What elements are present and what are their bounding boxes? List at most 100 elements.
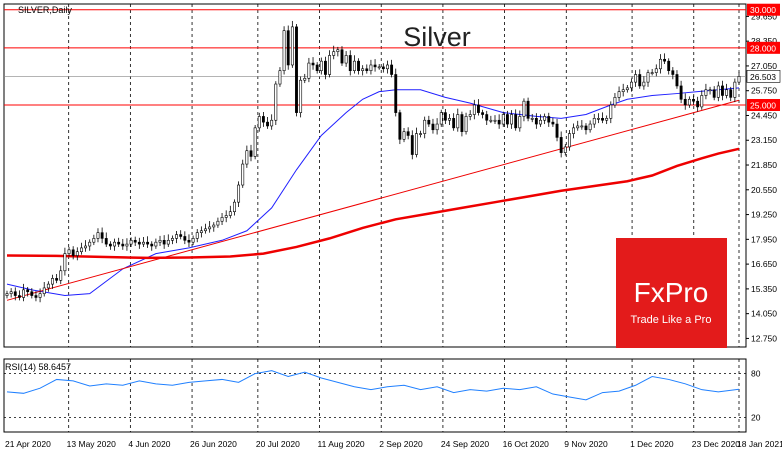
candle-body [336, 49, 340, 52]
y-tick-label: 12.750 [751, 333, 777, 343]
candle-body [505, 114, 509, 125]
candle-body [154, 241, 158, 247]
candle-body [34, 295, 38, 298]
x-tick-label: 16 Oct 2020 [503, 439, 550, 449]
candle-body [274, 83, 278, 121]
candle-body [398, 112, 402, 140]
candle-body [497, 119, 501, 125]
candle-body [522, 100, 526, 117]
candle-body [580, 125, 584, 128]
candle-body [663, 58, 666, 62]
candle-body [142, 241, 145, 245]
candle-body [237, 184, 241, 203]
candle-body [658, 58, 662, 70]
rsi-level-label: 20 [751, 412, 761, 422]
candle-body [468, 114, 472, 117]
level-badge [747, 41, 780, 54]
candle-body [568, 133, 571, 148]
candle-body [315, 64, 319, 71]
candle-body [477, 104, 480, 113]
candle-body [737, 76, 741, 83]
candle-body [638, 74, 642, 87]
candle-body [692, 98, 695, 102]
level-label: 30.000 [750, 5, 776, 15]
candle-body [257, 116, 261, 129]
candle-body [725, 89, 729, 96]
candle-body [38, 293, 42, 298]
level-label: 25.000 [750, 100, 776, 110]
candle-body [572, 127, 576, 134]
candle-body [596, 118, 600, 120]
candle-body [489, 119, 493, 122]
candle-body [324, 60, 327, 75]
candle-body [125, 243, 129, 247]
candle-body [650, 72, 654, 74]
overlay-line [6, 99, 740, 301]
candle-body [352, 60, 356, 71]
candle-body [386, 64, 389, 70]
candle-body [113, 241, 116, 247]
y-tick-label: 16.650 [751, 259, 777, 269]
candle-body [17, 295, 21, 298]
candle-body [295, 26, 298, 113]
candle-body [390, 64, 394, 75]
candle-body [708, 89, 712, 92]
candle-body [175, 234, 178, 239]
candle-body [539, 119, 542, 125]
candle-body [253, 127, 257, 157]
candle-body [146, 241, 150, 245]
candle-body [530, 118, 534, 120]
candle-body [88, 241, 92, 247]
candle-body [179, 234, 183, 237]
candle-body [121, 243, 125, 247]
candle-body [133, 239, 137, 243]
x-tick-label: 4 Jun 2020 [128, 439, 170, 449]
candle-body [501, 114, 505, 125]
candle-body [419, 133, 422, 135]
candle-body [199, 230, 203, 233]
candle-body [630, 81, 633, 89]
candle-body [96, 232, 100, 239]
candle-body [423, 119, 427, 134]
candle-body [311, 62, 315, 66]
candle-body [414, 133, 418, 155]
candle-body [518, 116, 522, 129]
candle-body [195, 232, 199, 239]
logo-tagline: Trade Like a Pro [631, 314, 712, 326]
rsi-panel: 80 20 [3, 358, 761, 433]
candle-body [166, 239, 170, 245]
rsi-line [6, 370, 740, 401]
level-label: 28.000 [750, 43, 776, 53]
x-tick-label: 9 Nov 2020 [564, 439, 608, 449]
candle-body [212, 224, 216, 228]
candle-body [431, 123, 435, 131]
candle-body [30, 291, 34, 296]
candle-body [328, 55, 332, 75]
candle-body [26, 289, 30, 293]
candle-body [158, 239, 162, 243]
candle-body [270, 119, 274, 127]
candle-body [357, 60, 360, 71]
candle-body [605, 118, 609, 121]
candle-body [547, 116, 551, 123]
candle-body [381, 66, 385, 70]
candle-body [75, 251, 79, 256]
main-frame [3, 3, 747, 348]
candle-body [266, 121, 269, 127]
x-tick-label: 21 Apr 2020 [5, 439, 51, 449]
candle-body [369, 64, 373, 71]
candle-body [592, 118, 596, 125]
candle-body [683, 98, 687, 106]
y-tick-label: 20.550 [751, 185, 777, 195]
x-tick-label: 26 Jun 2020 [190, 439, 237, 449]
overlay-line [6, 87, 740, 297]
candle-body [46, 283, 50, 289]
candle-body [609, 104, 613, 119]
candle-body [332, 51, 336, 56]
y-tick-label: 24.450 [751, 110, 777, 120]
candle-body [100, 232, 104, 239]
candle-body [485, 114, 489, 121]
candle-body [67, 249, 71, 254]
candle-body [443, 112, 447, 121]
candle-body [42, 287, 46, 294]
